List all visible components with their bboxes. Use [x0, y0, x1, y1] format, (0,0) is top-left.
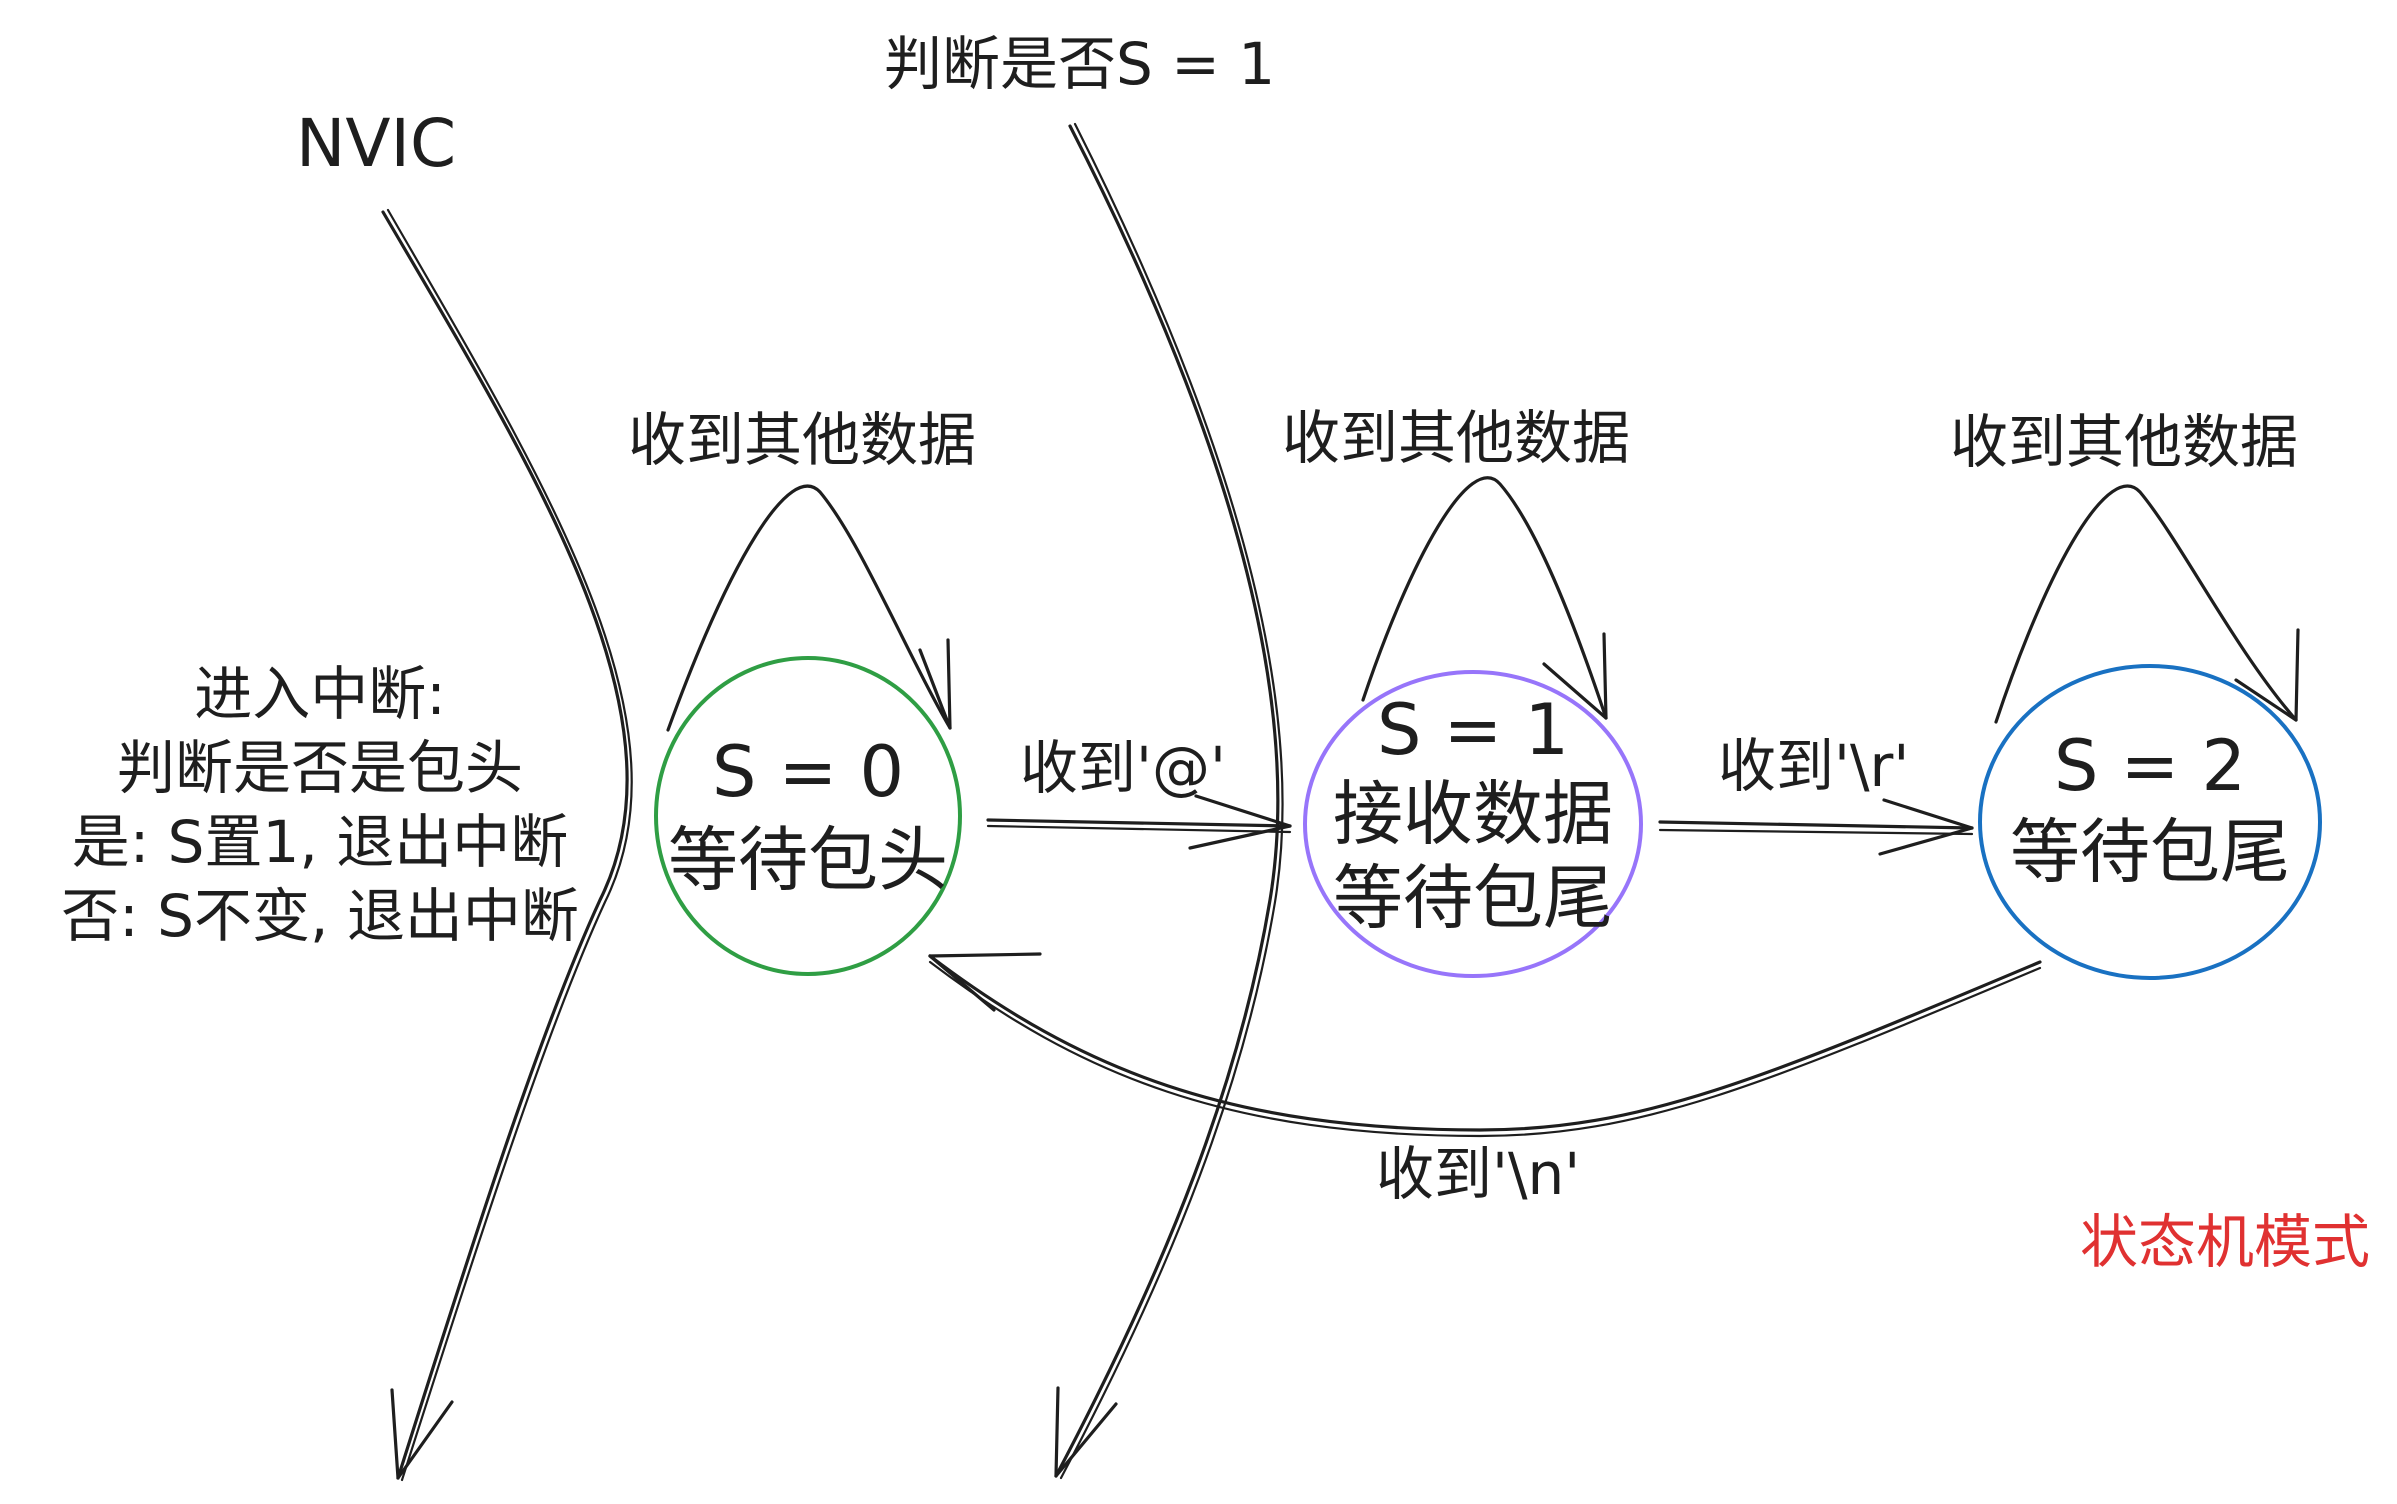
arrow-s2-s0 [928, 952, 2042, 1138]
self-loop-0-label: 收到其他数据 [628, 406, 977, 474]
state-1-line-3: 等待包尾 [1333, 857, 1613, 939]
nvic-arrow [381, 208, 633, 1482]
interrupt-note-line-3: 是: S置1, 退出中断 [71, 808, 569, 876]
state-2-circle[interactable] [1978, 664, 2322, 980]
transition-s1-s2-label: 收到'\r' [1718, 732, 1910, 800]
check-arrow [1054, 122, 1284, 1480]
state-0-line-1: S = 0 [711, 731, 905, 813]
state-1-line-1: S = 1 [1376, 689, 1570, 771]
arrow-s1-s2 [1658, 798, 1974, 856]
self-loop-0 [666, 484, 952, 732]
state-2-line-2: 等待包尾 [2010, 811, 2290, 893]
nvic-label: NVIC [296, 105, 457, 182]
interrupt-note-line-4: 否: S不变, 退出中断 [61, 882, 579, 950]
state-0-circle[interactable] [654, 656, 962, 976]
self-loop-2 [1994, 484, 2300, 724]
transition-s0-s1-label: 收到'@' [1020, 734, 1226, 802]
interrupt-note-line-2: 判断是否是包头 [116, 734, 523, 802]
self-loop-2-label: 收到其他数据 [1950, 408, 2299, 476]
state-2-line-1: S = 2 [2053, 725, 2247, 807]
state-1-circle[interactable] [1303, 670, 1643, 978]
title-note: 状态机模式 [2080, 1208, 2371, 1276]
state-0-line-2: 等待包头 [668, 819, 948, 901]
arrow-s0-s1 [986, 794, 1292, 850]
self-loop-1 [1361, 476, 1608, 720]
self-loop-1-label: 收到其他数据 [1282, 404, 1631, 472]
state-1-line-2: 接收数据 [1333, 773, 1613, 855]
check-label: 判断是否S = 1 [884, 30, 1276, 98]
transition-s2-s0-label: 收到'\n' [1376, 1140, 1581, 1208]
interrupt-note-line-1: 进入中断: [194, 660, 446, 728]
